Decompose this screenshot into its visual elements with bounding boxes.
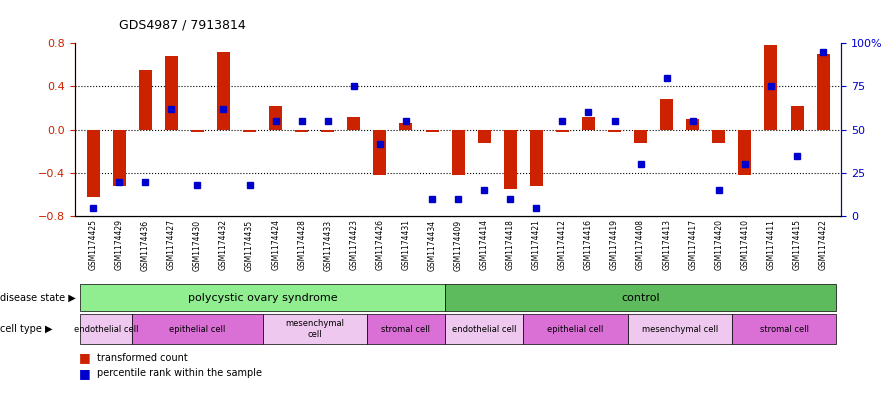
Text: GSM1174416: GSM1174416 (584, 219, 593, 270)
Text: GSM1174435: GSM1174435 (245, 219, 254, 271)
Text: GSM1174409: GSM1174409 (454, 219, 463, 271)
Text: GSM1174408: GSM1174408 (636, 219, 645, 270)
Text: percentile rank within the sample: percentile rank within the sample (97, 368, 262, 378)
Bar (269, 106, 282, 130)
Text: endothelial cell: endothelial cell (74, 325, 138, 334)
Bar (732, 314, 836, 344)
Bar (504, 130, 517, 189)
Bar (132, 314, 263, 344)
Bar (765, 45, 778, 130)
Bar (738, 130, 751, 175)
Text: GSM1174421: GSM1174421 (532, 219, 541, 270)
Text: GSM1174432: GSM1174432 (219, 219, 228, 270)
Text: GSM1174419: GSM1174419 (610, 219, 619, 270)
Text: GSM1174410: GSM1174410 (740, 219, 750, 270)
Text: ■: ■ (79, 351, 91, 364)
Bar (556, 130, 569, 132)
Bar (582, 117, 595, 130)
Text: GSM1174427: GSM1174427 (167, 219, 176, 270)
Bar (374, 130, 387, 175)
Bar (660, 99, 673, 130)
Bar (817, 54, 830, 130)
Text: GDS4987 / 7913814: GDS4987 / 7913814 (119, 18, 246, 31)
Bar (452, 130, 464, 175)
Bar (686, 119, 700, 130)
Bar (191, 130, 204, 132)
Text: GSM1174423: GSM1174423 (350, 219, 359, 270)
Text: GSM1174436: GSM1174436 (141, 219, 150, 271)
Bar (113, 130, 126, 186)
Text: GSM1174433: GSM1174433 (323, 219, 332, 271)
Bar (80, 314, 132, 344)
Text: GSM1174414: GSM1174414 (479, 219, 489, 270)
Bar (80, 285, 445, 311)
Text: GSM1174422: GSM1174422 (818, 219, 827, 270)
Bar (295, 130, 308, 132)
Text: GSM1174434: GSM1174434 (427, 219, 437, 271)
Bar (529, 130, 543, 186)
Bar (478, 130, 491, 143)
Text: GSM1174426: GSM1174426 (375, 219, 384, 270)
Text: epithelial cell: epithelial cell (169, 325, 226, 334)
Text: ■: ■ (79, 367, 91, 380)
Bar (426, 130, 439, 132)
Text: GSM1174411: GSM1174411 (766, 219, 775, 270)
Text: GSM1174425: GSM1174425 (89, 219, 98, 270)
Text: GSM1174430: GSM1174430 (193, 219, 202, 271)
Bar (713, 130, 725, 143)
Bar (263, 314, 366, 344)
Text: stromal cell: stromal cell (381, 325, 431, 334)
Text: cell type ▶: cell type ▶ (0, 324, 53, 334)
Bar (634, 130, 648, 143)
Text: mesenchymal
cell: mesenchymal cell (285, 320, 344, 339)
Text: transformed count: transformed count (97, 353, 188, 363)
Text: GSM1174415: GSM1174415 (793, 219, 802, 270)
Text: GSM1174420: GSM1174420 (714, 219, 723, 270)
Text: endothelial cell: endothelial cell (452, 325, 516, 334)
Bar (608, 130, 621, 132)
Bar (347, 117, 360, 130)
Text: GSM1174417: GSM1174417 (688, 219, 697, 270)
Bar (790, 106, 803, 130)
Text: control: control (621, 293, 660, 303)
Text: mesenchymal cell: mesenchymal cell (641, 325, 718, 334)
Text: GSM1174412: GSM1174412 (558, 219, 566, 270)
Bar (86, 130, 100, 196)
Bar (399, 123, 412, 130)
Bar (445, 285, 836, 311)
Text: stromal cell: stromal cell (759, 325, 809, 334)
Text: GSM1174428: GSM1174428 (297, 219, 307, 270)
Bar (139, 70, 152, 130)
Text: disease state ▶: disease state ▶ (0, 293, 76, 303)
Text: GSM1174431: GSM1174431 (402, 219, 411, 270)
Bar (523, 314, 627, 344)
Text: GSM1174413: GSM1174413 (663, 219, 671, 270)
Text: GSM1174429: GSM1174429 (115, 219, 123, 270)
Bar (217, 52, 230, 130)
Text: GSM1174418: GSM1174418 (506, 219, 515, 270)
Bar (445, 314, 523, 344)
Bar (243, 130, 256, 132)
Text: GSM1174424: GSM1174424 (271, 219, 280, 270)
Bar (366, 314, 445, 344)
Bar (165, 56, 178, 130)
Text: polycystic ovary syndrome: polycystic ovary syndrome (188, 293, 337, 303)
Text: epithelial cell: epithelial cell (547, 325, 603, 334)
Bar (322, 130, 334, 132)
Bar (627, 314, 732, 344)
